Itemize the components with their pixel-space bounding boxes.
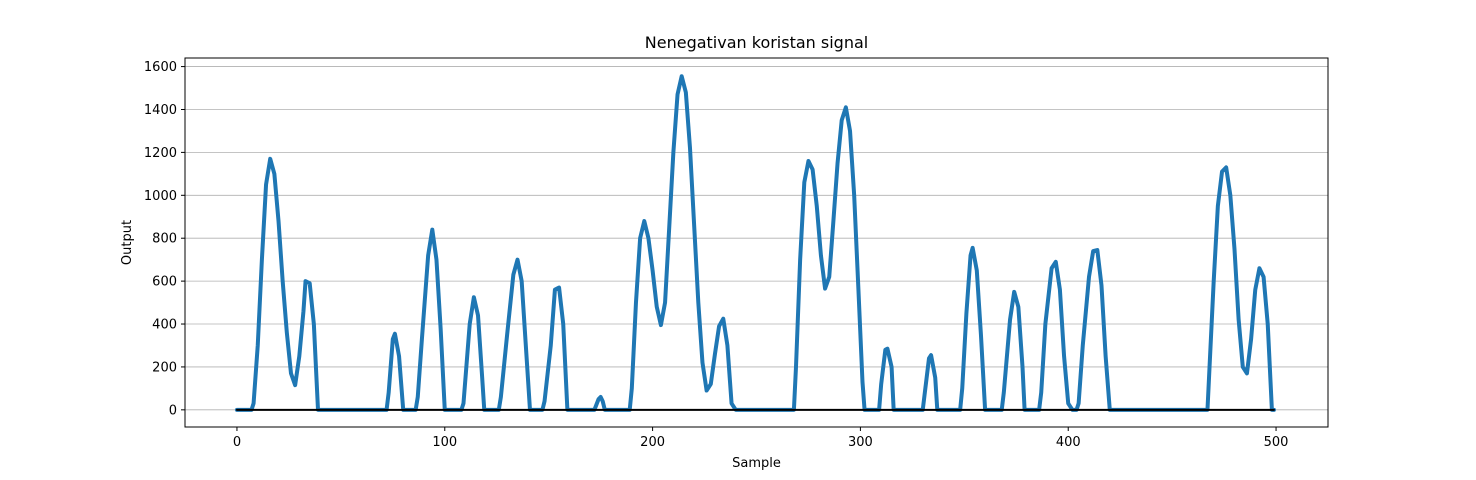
x-tick-label: 300 bbox=[848, 435, 873, 450]
x-tick-label: 400 bbox=[1056, 435, 1081, 450]
y-tick-label: 200 bbox=[152, 360, 177, 375]
plot-frame bbox=[184, 57, 1329, 428]
y-axis-label: Output bbox=[120, 220, 135, 265]
y-tick-label: 0 bbox=[169, 403, 177, 418]
x-tick-label: 200 bbox=[640, 435, 665, 450]
y-tick-label: 600 bbox=[152, 275, 177, 290]
x-axis: 0 100 200 300 400 500 bbox=[233, 427, 1289, 450]
y-tick-label: 1200 bbox=[144, 146, 177, 161]
y-tick-label: 1000 bbox=[144, 189, 177, 204]
y-tick-label: 1400 bbox=[144, 103, 177, 118]
series-layer bbox=[234, 74, 1276, 412]
x-axis-label: Sample bbox=[732, 456, 781, 471]
y-tick-label: 1600 bbox=[144, 60, 177, 75]
y-axis: 0 200 400 600 800 1000 1200 1400 1600 bbox=[144, 60, 185, 418]
y-tick-label: 800 bbox=[152, 232, 177, 247]
y-tick-label: 400 bbox=[152, 318, 177, 333]
x-tick-label: 0 bbox=[233, 435, 241, 450]
chart-title: Nenegativan koristan signal bbox=[645, 33, 868, 52]
x-tick-label: 100 bbox=[432, 435, 457, 450]
series-line-output bbox=[234, 74, 1276, 412]
x-tick-label: 500 bbox=[1264, 435, 1289, 450]
